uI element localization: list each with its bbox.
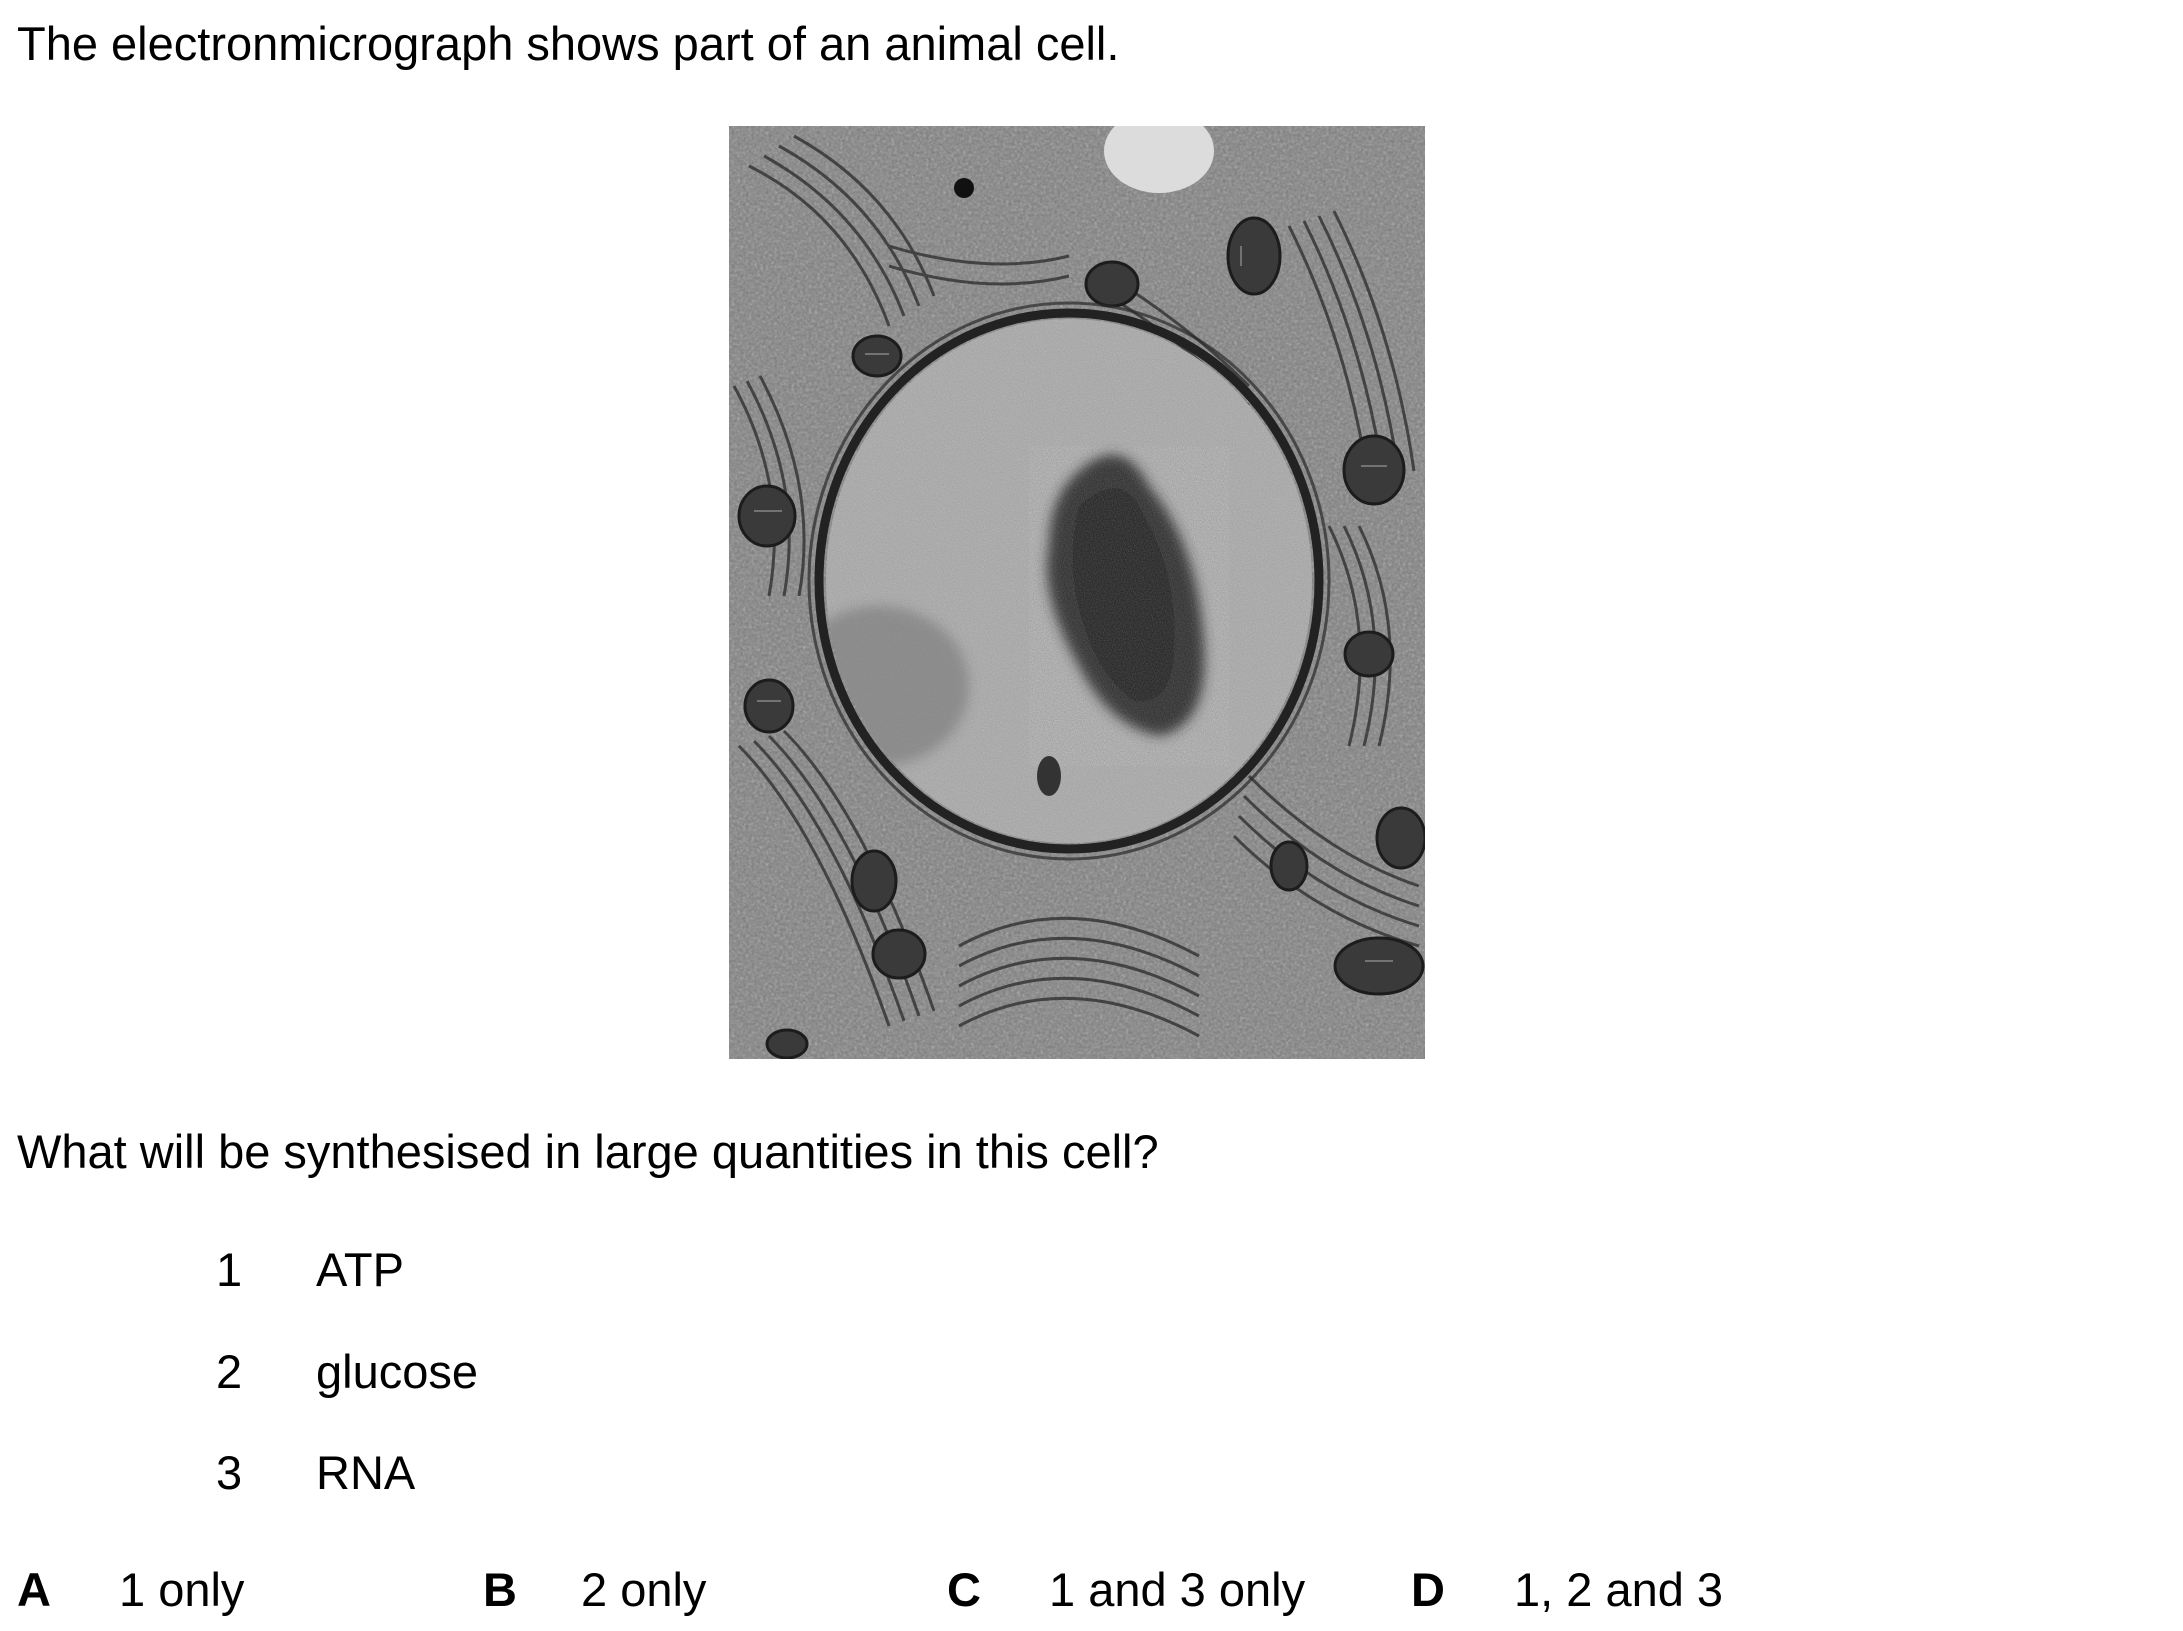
option-b-letter: B [483,1563,517,1616]
statement-text: ATP [316,1243,404,1296]
statement-text: glucose [316,1345,478,1398]
question-text: What will be synthesised in large quanti… [17,1125,1159,1178]
statement-number: 1 [216,1243,243,1296]
electron-micrograph-image [729,126,1425,1059]
statement-text: RNA [316,1446,416,1499]
option-a-letter: A [17,1563,51,1616]
statement-number: 3 [216,1446,243,1499]
option-c-text: 1 and 3 only [1049,1563,1306,1616]
option-a-text: 1 only [119,1563,245,1616]
option-b-text: 2 only [581,1563,707,1616]
option-c-letter: C [947,1563,981,1616]
option-d-letter: D [1411,1563,1445,1616]
statement-number: 2 [216,1345,243,1398]
option-d-text: 1, 2 and 3 [1514,1563,1724,1616]
intro-text: The electronmicrograph shows part of an … [17,17,1120,70]
